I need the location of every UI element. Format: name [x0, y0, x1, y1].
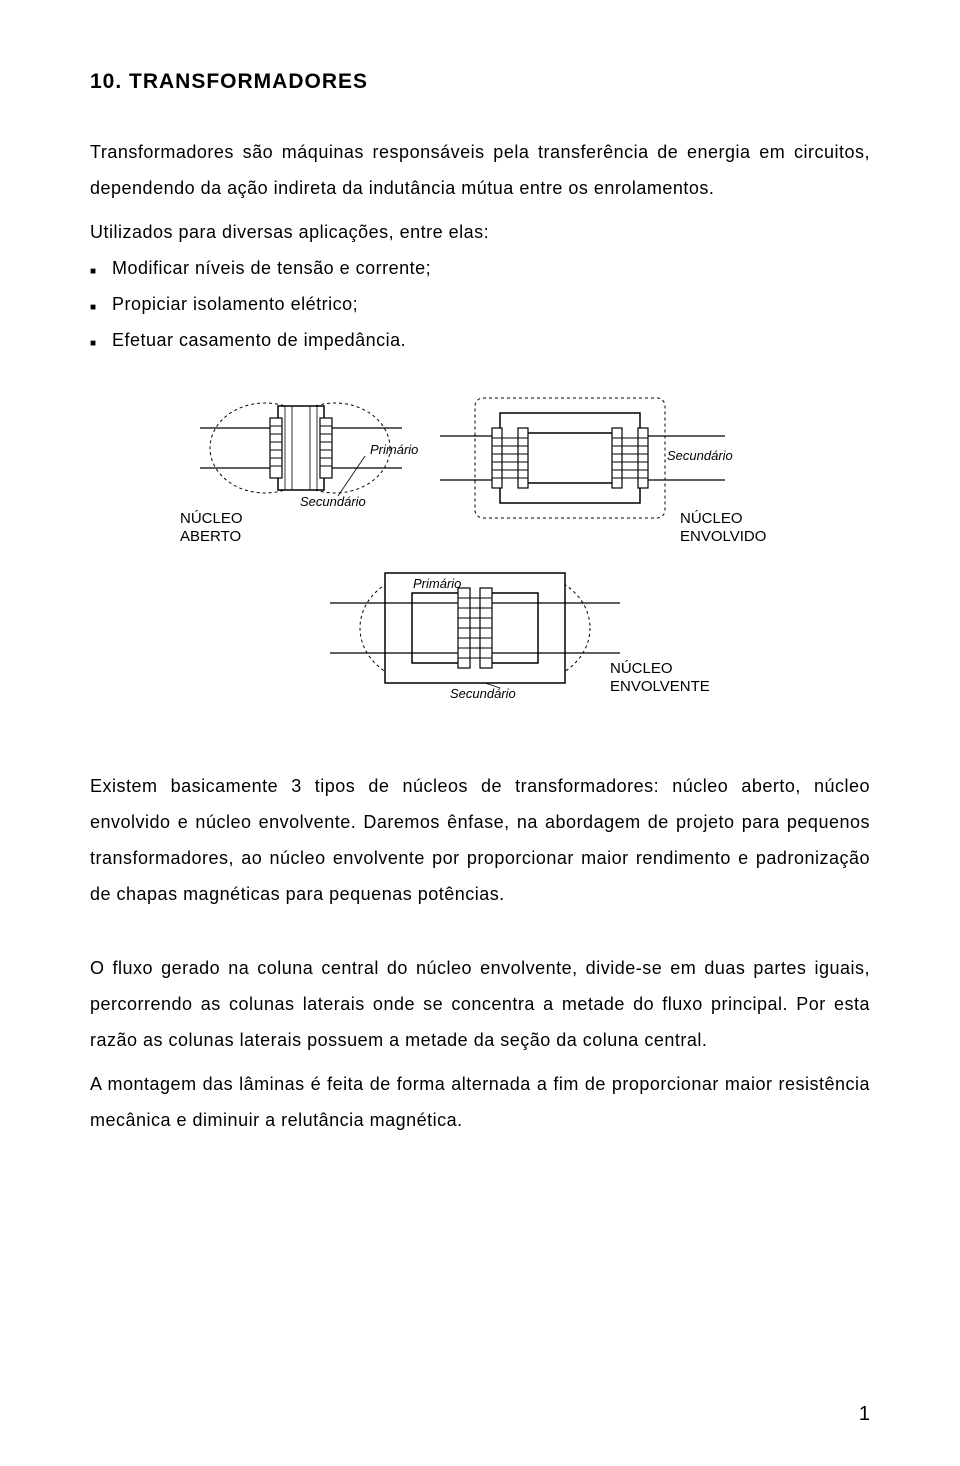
- paragraph-core-types: Existem basicamente 3 tipos de núcleos d…: [90, 768, 870, 912]
- page-number: 1: [859, 1403, 870, 1426]
- list-item: Propiciar isolamento elétrico;: [90, 286, 870, 322]
- paragraph-flux: O fluxo gerado na coluna central do núcl…: [90, 950, 870, 1058]
- core-type-icon: Primário Secundário: [330, 573, 620, 701]
- secundario-label: Secundário: [450, 686, 516, 701]
- caption-line: ENVOLVIDO: [680, 528, 766, 545]
- list-intro: Utilizados para diversas aplicações, ent…: [90, 214, 870, 250]
- caption-line: ABERTO: [180, 528, 241, 545]
- list-item: Modificar níveis de tensão e corrente;: [90, 250, 870, 286]
- secundario-label: Secundário: [300, 494, 366, 509]
- application-list: Modificar níveis de tensão e corrente; P…: [90, 250, 870, 358]
- caption-line: ENVOLVENTE: [610, 678, 710, 695]
- primario-label: Primário: [413, 576, 461, 591]
- caption-line: NÚCLEO: [180, 510, 243, 527]
- primario-label: Primário: [370, 442, 418, 457]
- paragraph-laminations: A montagem das lâminas é feita de forma …: [90, 1066, 870, 1138]
- shell-core-icon: Secundário: [440, 398, 733, 518]
- open-core-icon: Primário Secundário: [200, 403, 418, 509]
- list-item: Efetuar casamento de impedância.: [90, 322, 870, 358]
- caption-line: NÚCLEO: [610, 660, 673, 677]
- section-title: 10. TRANSFORMADORES: [90, 70, 870, 94]
- intro-paragraph: Transformadores são máquinas responsávei…: [90, 134, 870, 206]
- caption-line: NÚCLEO: [680, 510, 743, 527]
- secundario-label: Secundário: [667, 448, 733, 463]
- transformer-diagram: Primário Secundário NÚCLEO ABERTO: [170, 388, 790, 718]
